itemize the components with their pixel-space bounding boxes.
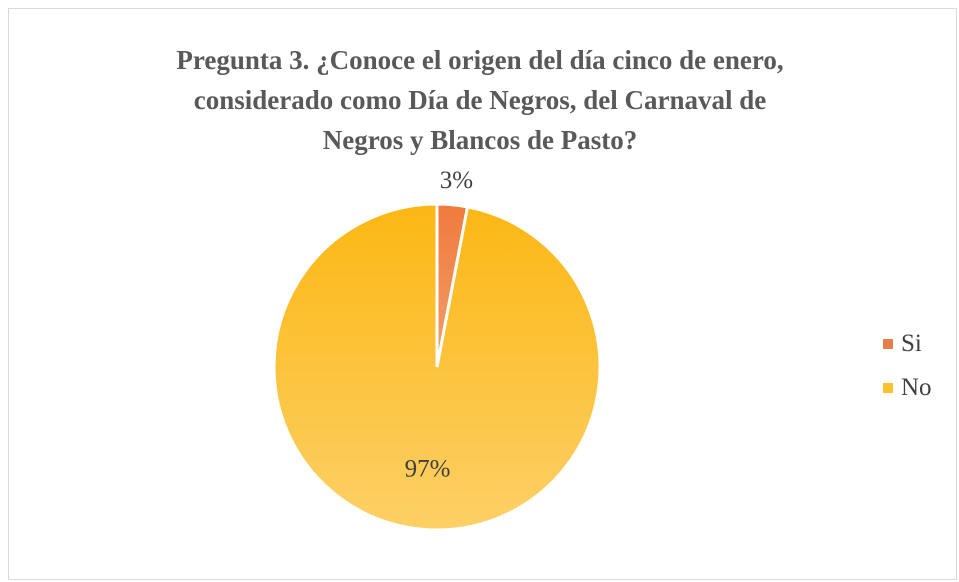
legend-item-no: No (883, 366, 932, 410)
chart-title-line-1: Pregunta 3. ¿Conoce el origen del día ci… (176, 45, 784, 75)
legend-swatch-no (883, 383, 893, 393)
legend-swatch-si (883, 339, 893, 349)
legend-label-si: Si (901, 330, 922, 357)
legend-item-si: Si (883, 322, 932, 366)
chart-title-line-2: considerado como Día de Negros, del Carn… (193, 85, 767, 115)
chart-title: Pregunta 3. ¿Conoce el origen del día ci… (80, 40, 880, 160)
data-label-si: 3% (440, 167, 473, 194)
chart-title-line-3: Negros y Blancos de Pasto? (322, 125, 638, 155)
legend: Si No (883, 322, 932, 410)
legend-label-no: No (901, 374, 932, 401)
pie-slice-no (272, 202, 602, 532)
data-label-no: 97% (405, 456, 451, 483)
